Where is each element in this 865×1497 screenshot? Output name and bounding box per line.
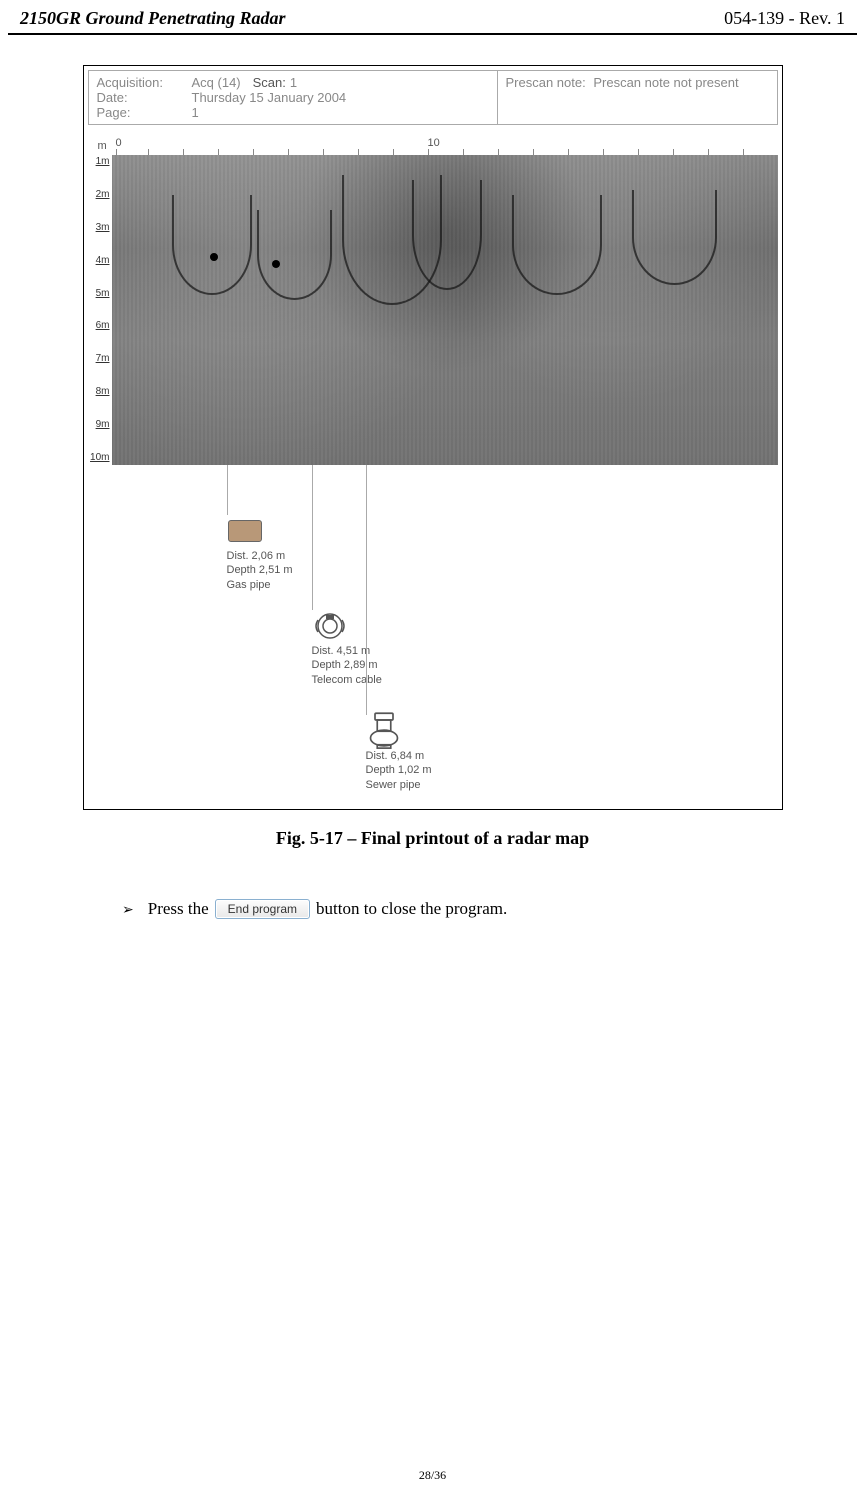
telecom-cable-icon (312, 610, 348, 642)
acquisition-value: Acq (14) (192, 75, 241, 90)
acquisition-label: Acquisition: (97, 75, 192, 90)
y-axis-label: 4m (88, 256, 110, 266)
annotation-text: Gas pipe (227, 578, 293, 592)
annotation-text: Sewer pipe (366, 778, 432, 792)
y-axis-label: 10m (88, 453, 110, 463)
prescan-label: Prescan note: (506, 75, 586, 90)
annotation-box: Dist. 4,51 mDepth 2,89 mTelecom cable (312, 610, 382, 687)
y-axis-label: 3m (88, 223, 110, 233)
annotation-box: Dist. 6,84 mDepth 1,02 mSewer pipe (366, 715, 432, 792)
annotation-text: Dist. 2,06 m (227, 549, 293, 563)
figure-info-right: Prescan note: Prescan note not present (498, 70, 778, 125)
x-tick-label: 10 (428, 137, 440, 149)
x-axis: m 0 10 (88, 137, 778, 155)
figure-caption: Fig. 5-17 – Final printout of a radar ma… (0, 828, 865, 849)
radar-marker (210, 253, 218, 261)
figure-info-row: Acquisition: Acq (14) Scan: 1 Date: Thur… (88, 70, 778, 125)
y-axis-label: 8m (88, 387, 110, 397)
page-label: Page: (97, 105, 192, 120)
annotation-text: Depth 2,89 m (312, 658, 382, 672)
y-axis: 1m 2m 3m 4m 5m 6m 7m 8m 9m 10m (88, 155, 112, 465)
radar-figure: Acquisition: Acq (14) Scan: 1 Date: Thur… (83, 65, 783, 810)
annotation-line (312, 465, 313, 610)
scan-body: 1m 2m 3m 4m 5m 6m 7m 8m 9m 10m (88, 155, 778, 465)
annotation-box: Dist. 2,06 mDepth 2,51 mGas pipe (227, 515, 293, 592)
hyperbola (412, 180, 482, 290)
instruction-row: ➢ Press the End program button to close … (122, 899, 865, 919)
y-axis-label: 9m (88, 420, 110, 430)
y-axis-label: 6m (88, 321, 110, 331)
header-title: 2150GR Ground Penetrating Radar (20, 8, 286, 29)
prescan-value: Prescan note not present (593, 75, 738, 90)
page-value: 1 (192, 105, 199, 120)
annotation-text: Depth 2,51 m (227, 563, 293, 577)
gas-pipe-icon (227, 515, 263, 547)
annotation-text: Dist. 4,51 m (312, 644, 382, 658)
hyperbola (172, 195, 252, 295)
y-axis-label: 1m (88, 157, 110, 167)
radar-marker (272, 260, 280, 268)
date-value: Thursday 15 January 2004 (192, 90, 347, 105)
end-program-button[interactable]: End program (215, 899, 310, 919)
instruction-prefix: Press the (148, 899, 209, 919)
x-tick-label: 0 (116, 137, 122, 149)
page-header: 2150GR Ground Penetrating Radar 054-139 … (8, 0, 857, 35)
annotation-text: Telecom cable (312, 673, 382, 687)
hyperbola (632, 190, 717, 285)
page-number: 28/36 (0, 1468, 865, 1483)
annotation-line (366, 465, 367, 715)
y-axis-label: 7m (88, 354, 110, 364)
x-axis-unit: m (98, 140, 107, 152)
instruction-suffix: button to close the program. (316, 899, 507, 919)
annotation-line (227, 465, 228, 515)
header-revision: 054-139 - Rev. 1 (724, 8, 845, 29)
sewer-pipe-icon (366, 715, 402, 747)
hyperbola (257, 210, 332, 300)
scan-label: Scan: (253, 75, 286, 90)
bullet-icon: ➢ (122, 901, 134, 918)
radargram (112, 155, 778, 465)
y-axis-label: 2m (88, 190, 110, 200)
scan-value: 1 (290, 75, 297, 90)
annotation-text: Depth 1,02 m (366, 763, 432, 777)
hyperbola (512, 195, 602, 295)
scan-chart: m 0 10 1m 2m 3m 4m 5m 6m 7m 8m 9m 10m Dist. 2,06 m… (88, 137, 778, 805)
annotation-section: Dist. 2,06 mDepth 2,51 mGas pipe Dist. 4,… (112, 465, 778, 805)
y-axis-label: 5m (88, 289, 110, 299)
figure-info-left: Acquisition: Acq (14) Scan: 1 Date: Thur… (88, 70, 498, 125)
date-label: Date: (97, 90, 192, 105)
annotation-text: Dist. 6,84 m (366, 749, 432, 763)
